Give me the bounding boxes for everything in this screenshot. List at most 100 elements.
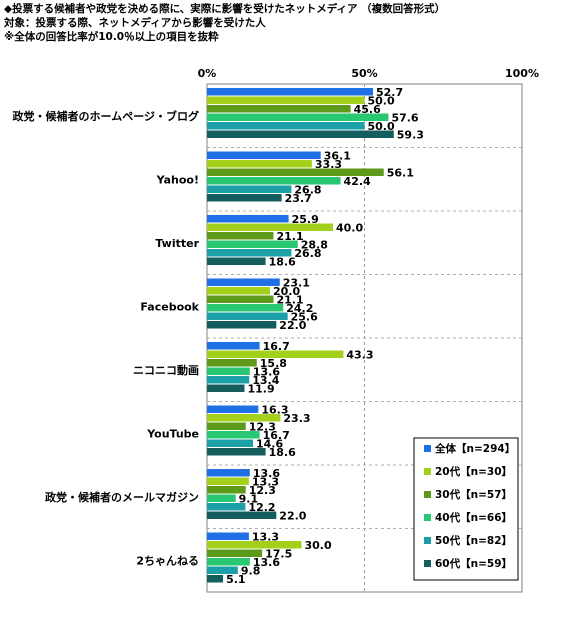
x-tick-label: 100% — [505, 67, 539, 80]
data-label: 40.0 — [336, 221, 363, 234]
data-label: 16.7 — [263, 340, 290, 353]
chart-target-note: 対象：投票する際、ネットメディアから影響を受けた人 — [4, 17, 266, 29]
data-label: 15.8 — [260, 357, 287, 370]
bar — [207, 278, 280, 286]
bar — [207, 384, 245, 392]
bar — [207, 168, 384, 176]
data-label: 9.1 — [239, 492, 258, 505]
bar — [207, 194, 282, 202]
data-label: 16.3 — [261, 403, 288, 416]
data-label: 25.9 — [292, 213, 319, 226]
data-label: 23.3 — [283, 412, 310, 425]
bar — [207, 477, 249, 485]
bar — [207, 160, 312, 168]
bar — [207, 249, 292, 257]
data-label: 28.8 — [301, 238, 328, 251]
data-label: 22.0 — [279, 509, 306, 522]
legend-swatch — [424, 514, 431, 521]
data-label: 16.7 — [263, 429, 290, 442]
bar — [207, 422, 246, 430]
bar — [207, 431, 260, 439]
data-label: 50.0 — [368, 120, 395, 133]
data-label: 45.6 — [354, 103, 381, 116]
bar — [207, 177, 341, 185]
category-label: YouTube — [146, 427, 199, 440]
bar — [207, 240, 298, 248]
data-label: 21.1 — [276, 293, 303, 306]
x-tick-label: 50% — [351, 67, 377, 80]
data-label: 36.1 — [324, 149, 351, 162]
data-label: 57.6 — [391, 111, 418, 124]
data-label: 23.1 — [283, 276, 310, 289]
bar — [207, 494, 236, 502]
bar — [207, 532, 249, 540]
bar — [207, 113, 389, 121]
legend-label: 20代【n=30】 — [435, 465, 512, 478]
data-label: 11.9 — [247, 382, 274, 395]
legend-label: 30代【n=57】 — [435, 488, 512, 501]
data-label: 5.1 — [226, 573, 246, 586]
bar — [207, 185, 292, 193]
data-label: 20.0 — [273, 285, 300, 298]
data-label: 13.4 — [252, 374, 279, 387]
data-label: 13.6 — [253, 556, 280, 569]
legend-label: 全体【n=294】 — [434, 442, 515, 455]
x-tick-label: 0% — [198, 67, 217, 80]
bar — [207, 376, 250, 384]
legend-box — [413, 437, 519, 581]
legend-swatch — [424, 491, 431, 498]
bar — [207, 342, 260, 350]
data-label: 23.7 — [285, 192, 312, 205]
data-label: 22.0 — [279, 319, 306, 332]
bar — [207, 405, 259, 413]
data-label: 14.6 — [256, 437, 283, 450]
bar — [207, 359, 257, 367]
data-label: 42.4 — [344, 175, 371, 188]
legend-swatch — [424, 537, 431, 544]
bar — [207, 448, 266, 456]
data-label: 12.3 — [249, 484, 276, 497]
data-label: 25.6 — [291, 310, 318, 323]
data-label: 13.6 — [253, 365, 280, 378]
bar — [207, 486, 246, 494]
data-label: 9.8 — [241, 564, 261, 577]
data-label: 52.7 — [376, 86, 403, 99]
data-label: 18.6 — [269, 255, 296, 268]
bar — [207, 96, 365, 104]
bar — [207, 549, 263, 557]
category-label: 政党・候補者のメールマガジン — [45, 490, 199, 504]
data-label: 18.6 — [269, 446, 296, 459]
bar — [207, 566, 238, 574]
bar — [207, 130, 394, 138]
bar — [207, 503, 246, 511]
category-label: Yahoo! — [156, 173, 199, 186]
bar — [207, 257, 266, 265]
legend-swatch — [424, 445, 431, 452]
category-label: Facebook — [140, 300, 199, 313]
bar — [207, 414, 281, 422]
data-label: 26.8 — [294, 247, 321, 260]
bar — [207, 223, 333, 231]
category-label: 政党・候補者のホームページ・ブログ — [13, 109, 199, 123]
data-label: 12.3 — [249, 420, 276, 433]
bar — [207, 321, 277, 329]
chart-selection-note: ※全体の回答比率が10.0％以上の項目を抜粋 — [4, 31, 219, 43]
bar — [207, 151, 321, 159]
bar — [207, 304, 284, 312]
data-label: 17.5 — [265, 547, 292, 560]
chart-title: ◆投票する候補者や政党を決める際に、実際に影響を受けたネットメディア （複数回答… — [4, 3, 446, 15]
data-label: 30.0 — [305, 539, 332, 552]
bar — [207, 367, 250, 375]
legend-label: 60代【n=59】 — [435, 557, 512, 570]
data-label: 13.3 — [252, 530, 279, 543]
bar — [207, 469, 250, 477]
data-label: 50.0 — [368, 94, 395, 107]
data-label: 12.2 — [248, 501, 275, 514]
data-label: 21.1 — [276, 230, 303, 243]
bar — [207, 215, 289, 223]
legend-label: 40代【n=66】 — [435, 511, 512, 524]
data-label: 24.2 — [286, 302, 313, 315]
bar — [207, 558, 250, 566]
data-label: 33.3 — [315, 158, 342, 171]
category-label: 2ちゃんねる — [136, 554, 199, 567]
